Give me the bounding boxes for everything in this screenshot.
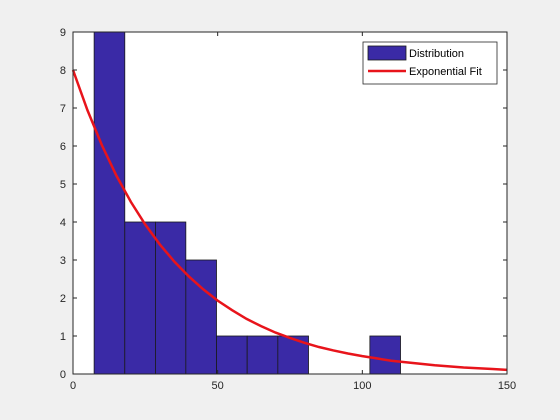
y-tick-label: 7	[60, 103, 66, 115]
histogram-bar-1	[124, 221, 156, 375]
exponential-fit-line	[71, 69, 508, 372]
x-tick-label: 50	[212, 380, 224, 392]
y-tick-label: 1	[60, 331, 66, 343]
histogram-bar-9	[369, 335, 401, 375]
axes-box	[72, 31, 508, 375]
histogram-bar-0	[93, 31, 126, 375]
y-tick-label: 3	[60, 255, 66, 267]
legend-label-distribution: Distribution	[409, 48, 464, 60]
x-tick-label: 0	[70, 380, 76, 392]
y-tick-label: 5	[60, 179, 66, 191]
legend: Distribution Exponential Fit	[362, 41, 498, 85]
y-tick-label: 9	[60, 27, 66, 39]
histogram-bar-2	[155, 221, 187, 375]
bars-group	[93, 31, 401, 375]
y-tick-label: 4	[60, 217, 66, 229]
y-tick-label: 6	[60, 141, 66, 153]
histogram-bar-5	[246, 335, 279, 375]
x-tick-label: 100	[353, 380, 371, 392]
y-tick-label: 8	[60, 65, 66, 77]
legend-label-exponential-fit: Exponential Fit	[409, 66, 482, 78]
x-tick-label: 150	[498, 380, 516, 392]
y-tick-label: 2	[60, 293, 66, 305]
histogram-bar-4	[216, 335, 248, 375]
y-tick-label: 0	[60, 369, 66, 381]
legend-swatch-distribution	[367, 45, 407, 61]
